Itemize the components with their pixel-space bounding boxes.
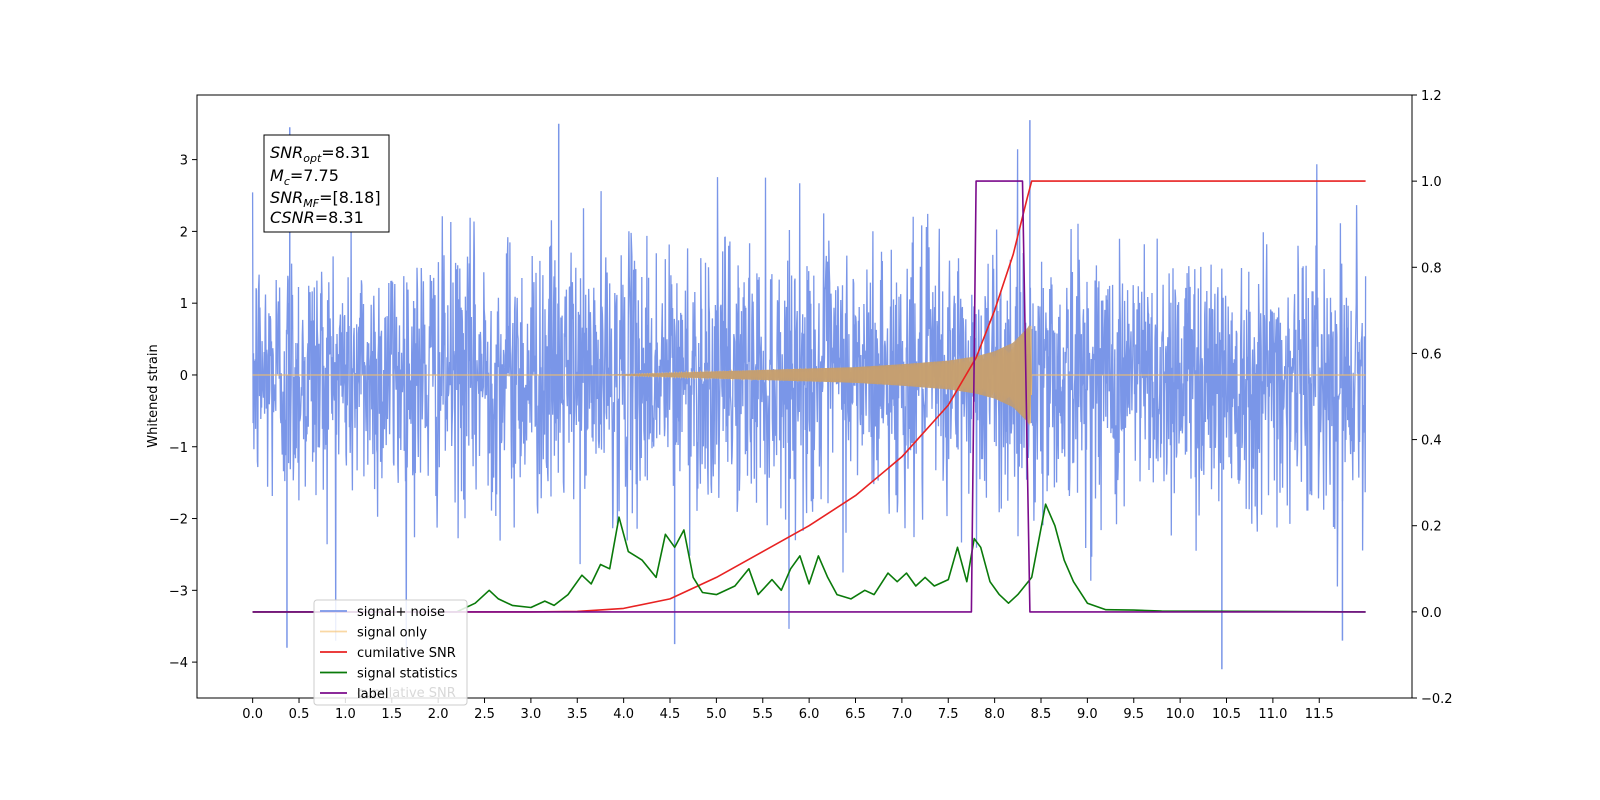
csnr-value: =8.31 (315, 208, 364, 227)
snr-mf-sub: MF (303, 197, 319, 210)
x-tick-label-18: 9.0 (1077, 707, 1098, 722)
x-tick-label-23: 11.5 (1305, 707, 1334, 722)
mc-value: =7.75 (290, 166, 339, 185)
csnr-label: CSNR (270, 208, 315, 227)
snr-opt-sub: opt (303, 152, 322, 165)
y2-tick-label-7: −0.2 (1421, 692, 1453, 707)
y2-tick-label-6: 0.0 (1421, 606, 1442, 621)
mc-sub: c (284, 175, 290, 188)
legend-label-1: signal only (357, 626, 427, 641)
legend-label-4: label (357, 687, 388, 702)
snr-mf-value: =[8.18] (319, 188, 381, 207)
snr-opt-text: SNRopt=8.31 (270, 143, 370, 165)
annotation-box: SNRopt=8.31 Mc=7.75 SNRMF=[8.18] CSNR=8.… (263, 134, 390, 233)
y-tick-label-2: 1 (180, 297, 188, 312)
y-tick-label-1: 2 (180, 225, 188, 240)
series-signal-noise (251, 149, 1367, 648)
legend-ghost-text: cumilative SNR (357, 686, 456, 701)
signal-only-envelope (605, 324, 1032, 426)
x-tick-label-2: 1.0 (335, 707, 356, 722)
legend-label-0: signal+ noise (357, 605, 445, 620)
x-tick-label-10: 5.0 (706, 707, 727, 722)
x-tick-label-13: 6.5 (845, 707, 866, 722)
y2-tick-label-1: 1.0 (1421, 175, 1442, 190)
x-tick-label-1: 0.5 (289, 707, 310, 722)
x-tick-label-15: 7.5 (938, 707, 959, 722)
legend-frame (313, 599, 468, 706)
x-tick-label-6: 3.0 (521, 707, 542, 722)
x-tick-label-3: 1.5 (381, 707, 402, 722)
x-tick-label-21: 10.5 (1212, 707, 1241, 722)
x-tick-label-0: 0.0 (242, 707, 263, 722)
y-tick-label-0: 3 (180, 154, 188, 169)
x-tick-label-4: 2.0 (428, 707, 449, 722)
x-tick-label-22: 11.0 (1258, 707, 1287, 722)
x-tick-label-5: 2.5 (474, 707, 495, 722)
legend-entries: signal+ noise signal only cumilative SNR si… (320, 605, 458, 702)
y2-tick-label-0: 1.2 (1421, 89, 1442, 104)
x-tick-label-12: 6.0 (799, 707, 820, 722)
x-tick-label-9: 4.5 (660, 707, 681, 722)
x-tick-label-14: 7.0 (892, 707, 913, 722)
legend-label-2: cumilative SNR (357, 646, 456, 661)
mc-text: Mc=7.75 (270, 166, 339, 188)
csnr-text: CSNR=8.31 (270, 208, 364, 227)
y-tick-label-3: 0 (180, 369, 188, 384)
y-tick-label-5: −2 (169, 513, 188, 528)
snr-mf-text: SNRMF=[8.18] (270, 188, 381, 210)
y2-tick-label-4: 0.4 (1421, 434, 1442, 449)
y2-tick-label-2: 0.8 (1421, 261, 1442, 276)
y2-tick-label-5: 0.2 (1421, 520, 1442, 535)
series-label (252, 180, 1366, 613)
series-layer (251, 120, 1367, 670)
y-tick-label-4: −1 (169, 441, 188, 456)
x-tick-label-16: 8.0 (984, 707, 1005, 722)
series-cumilative-snr (252, 180, 1366, 613)
snr-opt-value: =8.31 (321, 143, 370, 162)
legend: cumilative SNR signal+ noise signal only c… (313, 599, 468, 706)
series-signal-statistics (252, 503, 1366, 613)
x-tick-label-17: 8.5 (1031, 707, 1052, 722)
snr-mf-label: SNR (270, 188, 303, 207)
legend-label-3: signal statistics (357, 667, 458, 682)
x-tick-label-11: 5.5 (752, 707, 773, 722)
y-axis-left: 3 2 1 0 −1 −2 −3 −4 (169, 154, 197, 671)
annotation-frame (263, 134, 390, 233)
x-tick-label-19: 9.5 (1123, 707, 1144, 722)
y-tick-label-7: −4 (169, 656, 188, 671)
x-tick-label-20: 10.0 (1166, 707, 1195, 722)
y2-tick-label-3: 0.6 (1421, 347, 1442, 362)
snr-opt-label: SNR (270, 143, 303, 162)
mc-label: M (270, 166, 284, 185)
plot-frame (196, 94, 1413, 699)
y-axis-right: 1.2 1.0 0.8 0.6 0.4 0.2 0.0 −0.2 (1412, 89, 1453, 707)
y-tick-label-6: −3 (169, 584, 188, 599)
x-tick-label-8: 4.0 (613, 707, 634, 722)
y-axis-label: Whitened strain (146, 344, 161, 447)
x-tick-label-7: 3.5 (567, 707, 588, 722)
